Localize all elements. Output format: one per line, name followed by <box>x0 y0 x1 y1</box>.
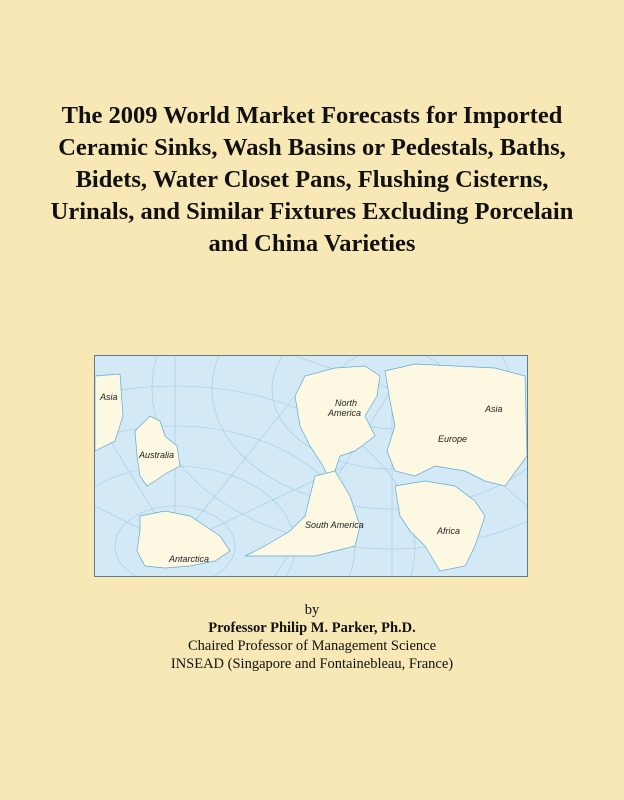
label-north-america-1: North <box>335 398 357 408</box>
label-africa: Africa <box>436 526 460 536</box>
byline-by: by <box>304 602 320 618</box>
label-antarctica: Antarctica <box>168 554 209 564</box>
author-affiliation: INSEAD (Singapore and Fontainebleau, Fra… <box>170 656 454 672</box>
label-asia-right: Asia <box>484 404 503 414</box>
author-position: Chaired Professor of Management Science <box>187 638 437 654</box>
continents <box>95 363 527 572</box>
label-asia-left: Asia <box>99 392 118 402</box>
label-australia: Australia <box>138 450 174 460</box>
label-south-america: South America <box>305 520 364 530</box>
world-map: Asia Australia North America Asia Europe… <box>94 355 528 577</box>
label-north-america: America <box>327 408 361 418</box>
world-map-image: Asia Australia North America Asia Europe… <box>95 356 527 576</box>
book-title: The 2009 World Market Forecasts for Impo… <box>50 102 574 257</box>
author-name: Professor Philip M. Parker, Ph.D. <box>208 620 416 636</box>
label-europe: Europe <box>438 434 467 444</box>
